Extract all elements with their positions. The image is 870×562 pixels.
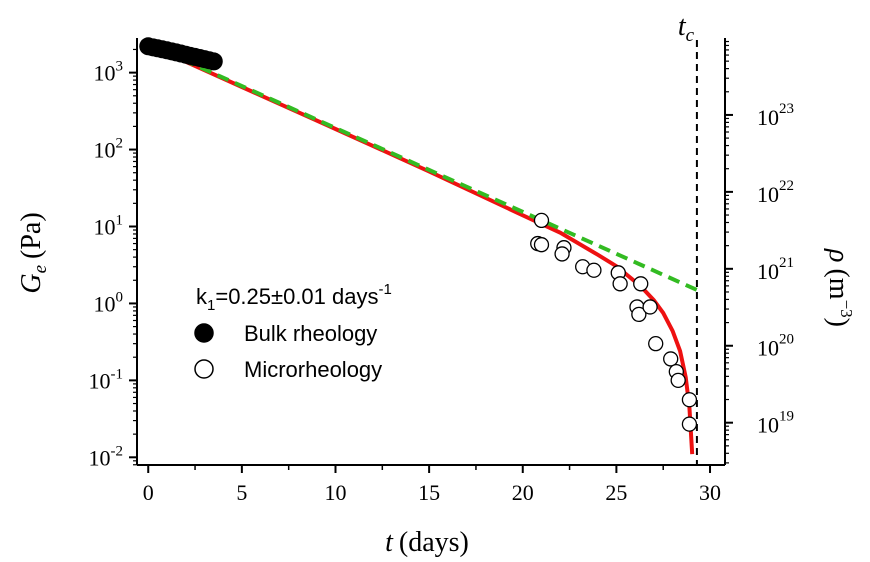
tc-label: tc: [678, 11, 695, 46]
left-y-tick-label: 10-1: [89, 366, 124, 393]
right-y-axis-unit: (m: [823, 268, 854, 299]
legend-label-bulk: Bulk rheology: [244, 321, 377, 346]
left-y-tick-label: 100: [94, 289, 124, 316]
x-axis-title: t (days): [385, 527, 469, 558]
x-tick-label: 25: [605, 480, 627, 505]
left-y-axis-title: Ge (Pa): [16, 212, 51, 293]
x-tick-label: 20: [512, 480, 534, 505]
data-points: [139, 37, 698, 432]
microrheology-point: [586, 262, 602, 278]
x-tick-label: 10: [324, 480, 346, 505]
x-axis-unit: (days): [399, 527, 469, 558]
left-y-tick-label: 103: [94, 59, 124, 86]
left-y-axis: 103 102 101 100 10-1 10-2: [89, 48, 137, 470]
right-y-axis-close: ): [823, 318, 854, 327]
x-tick-label: 30: [699, 480, 721, 505]
legend-title-sup: -1: [379, 281, 392, 298]
microrheology-point: [642, 299, 658, 315]
x-axis-var: t: [385, 527, 394, 558]
legend: k1=0.25±0.01 days-1 Bulk rheology Micror…: [194, 281, 392, 382]
x-tick-label: 15: [418, 480, 440, 505]
right-y-axis-var: ρ: [823, 248, 854, 262]
microrheology-point: [533, 237, 550, 253]
legend-marker-bulk: [194, 323, 214, 343]
legend-title: k1=0.25±0.01 days-1: [196, 281, 392, 314]
microrheology-point: [670, 372, 686, 389]
right-y-axis-sup: −3: [837, 300, 856, 318]
x-tick-label: 5: [236, 480, 247, 505]
legend-label-micro: Microrheology: [244, 357, 382, 382]
plot-frame: [136, 38, 726, 466]
left-y-tick-label: 102: [94, 136, 124, 163]
microrheology-point: [681, 416, 698, 432]
left-y-tick-label: 10-2: [89, 443, 124, 470]
left-y-tick-label: 101: [94, 212, 124, 239]
right-y-axis-title: ρ (m−3): [823, 248, 856, 327]
x-tick-label: 0: [143, 480, 154, 505]
microrheology-point: [554, 246, 570, 262]
tc-var: t: [678, 11, 687, 42]
fit-lines: [147, 40, 698, 465]
legend-title-sub: 1: [207, 297, 215, 314]
right-y-tick-label: 1019: [757, 409, 794, 438]
microrheology-point: [648, 336, 664, 352]
left-y-axis-sub: e: [30, 265, 51, 273]
green-fit-line: [147, 42, 698, 292]
microrheology-point: [631, 306, 647, 323]
microrheology-point: [663, 351, 679, 367]
microrheology-point: [633, 276, 649, 292]
left-y-axis-var: G: [16, 273, 47, 293]
x-axis: 0 5 10 15 20 25 30: [143, 465, 721, 505]
right-y-tick-label: 1022: [757, 178, 794, 207]
microrheology-point: [681, 392, 698, 408]
legend-marker-micro: [194, 359, 214, 379]
legend-title-main: k: [196, 284, 208, 309]
right-y-axis: 1023 1022 1021 1020 1019: [725, 40, 794, 464]
right-y-tick-label: 1020: [757, 332, 794, 361]
right-y-tick-label: 1021: [757, 255, 794, 284]
microrheology-point: [612, 276, 628, 292]
left-y-axis-unit: (Pa): [16, 212, 47, 259]
microrheology-point: [533, 212, 550, 229]
bulk-rheology-point: [204, 52, 223, 71]
right-y-tick-label: 1023: [757, 101, 794, 130]
legend-title-rest: =0.25±0.01 days: [215, 284, 378, 309]
tc-sub: c: [686, 25, 695, 46]
